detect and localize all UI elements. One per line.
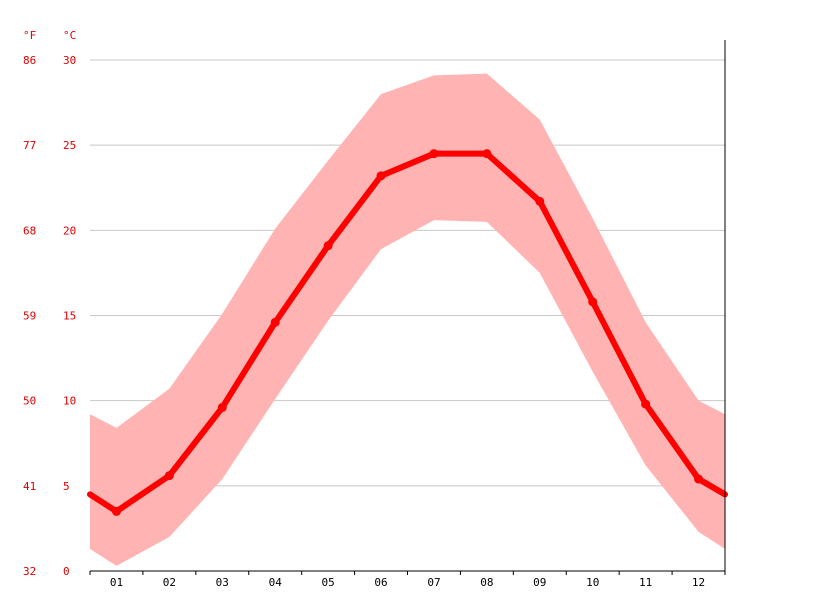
data-point <box>429 149 439 159</box>
average-temperature-line <box>87 150 728 515</box>
month-tick-label: 05 <box>322 576 335 589</box>
fahrenheit-unit-label: °F <box>23 29 36 42</box>
data-point <box>164 471 174 481</box>
data-point <box>535 196 545 206</box>
celsius-tick-label: 5 <box>63 480 70 493</box>
month-tick-label: 12 <box>692 576 705 589</box>
data-point <box>270 317 280 327</box>
month-tick-label: 03 <box>216 576 229 589</box>
fahrenheit-tick-label: 68 <box>23 224 36 237</box>
fahrenheit-tick-label: 32 <box>23 565 36 578</box>
fahrenheit-tick-label: 41 <box>23 480 36 493</box>
month-tick-label: 09 <box>533 576 546 589</box>
month-tick-label: 01 <box>110 576 123 589</box>
celsius-unit-label: °C <box>63 29 76 42</box>
data-point <box>482 149 492 159</box>
month-tick-labels: 01 02 03 04 05 06 07 08 09 10 11 12 <box>110 576 705 589</box>
fahrenheit-tick-label: 59 <box>23 310 36 323</box>
data-point <box>111 506 121 516</box>
temperature-range-band <box>90 73 725 566</box>
celsius-tick-label: 10 <box>63 395 76 408</box>
x-axis-ticks <box>89 571 726 575</box>
celsius-tick-label: 30 <box>63 54 76 67</box>
fahrenheit-tick-labels: 32 41 50 59 68 77 86 <box>23 54 36 578</box>
month-tick-label: 08 <box>480 576 493 589</box>
data-point <box>641 399 651 409</box>
month-tick-label: 10 <box>586 576 599 589</box>
fahrenheit-tick-label: 50 <box>23 395 36 408</box>
celsius-tick-label: 25 <box>63 139 76 152</box>
celsius-tick-label: 20 <box>63 224 76 237</box>
celsius-tick-label: 0 <box>63 565 70 578</box>
celsius-tick-label: 15 <box>63 310 76 323</box>
data-point <box>694 474 704 484</box>
month-tick-label: 07 <box>427 576 440 589</box>
data-point <box>217 402 227 412</box>
fahrenheit-tick-label: 77 <box>23 139 36 152</box>
month-tick-label: 06 <box>374 576 387 589</box>
celsius-tick-labels: 0 5 10 15 20 25 30 <box>63 54 76 578</box>
data-point <box>323 241 333 251</box>
month-tick-label: 04 <box>269 576 283 589</box>
fahrenheit-tick-label: 86 <box>23 54 36 67</box>
data-point <box>376 171 386 181</box>
data-points <box>111 149 704 516</box>
data-point <box>588 297 598 307</box>
month-tick-label: 02 <box>163 576 176 589</box>
month-tick-label: 11 <box>639 576 652 589</box>
